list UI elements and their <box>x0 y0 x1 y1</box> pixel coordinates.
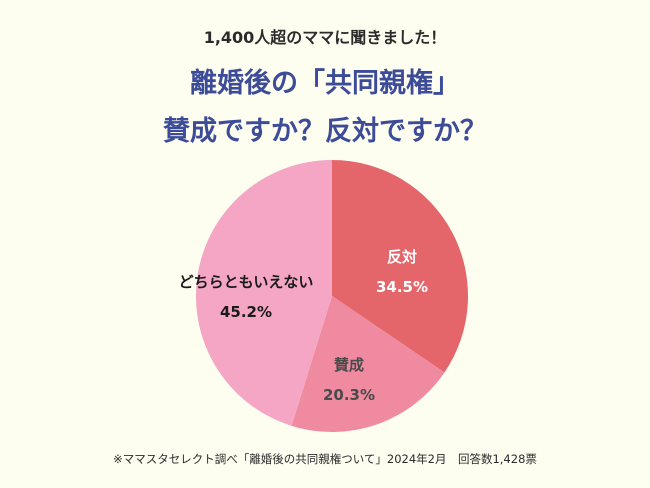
pie-slice <box>291 296 445 432</box>
survey-subtitle: 1,400人超のママに聞きました！ <box>203 28 447 47</box>
slice-label: 反対 <box>387 248 417 266</box>
source-footnote: ※ママスタセレクト調べ「離婚後の共同親権ついて」2024年2月 回答数1,428… <box>113 452 537 466</box>
pie-slices <box>196 160 468 432</box>
slice-label: 賛成 <box>334 356 364 374</box>
slice-value-label: 45.2% <box>220 303 272 321</box>
chart-title: 離婚後の「共同親権」 賛成ですか？反対ですか？ <box>0 60 650 156</box>
slice-label: どちらともいえない <box>179 273 314 291</box>
pie-labels: 反対 34.5% 賛成 20.3% どちらともいえない 45.2% <box>179 248 428 404</box>
pie-slice <box>332 160 468 373</box>
title-line-2: 賛成ですか？反対ですか？ <box>163 116 487 147</box>
pie-slice <box>196 160 332 426</box>
slice-value-label: 34.5% <box>376 278 428 296</box>
slice-value-label: 20.3% <box>323 386 375 404</box>
title-line-1: 離婚後の「共同親権」 <box>190 68 460 99</box>
